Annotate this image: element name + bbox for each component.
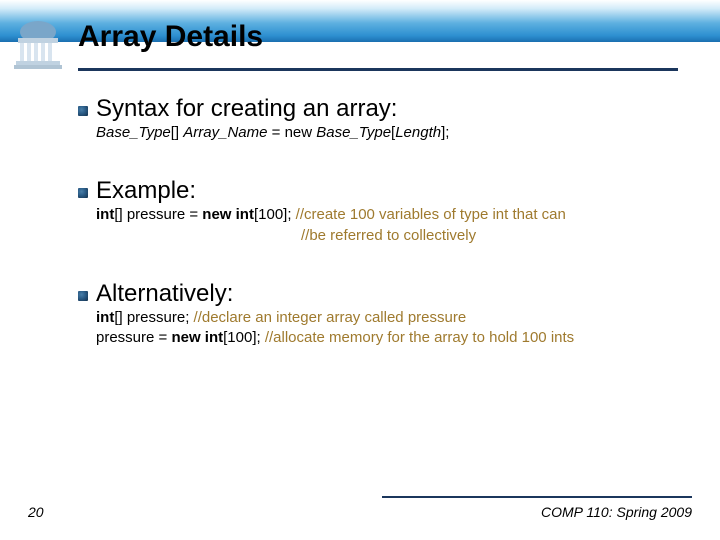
code-token: [] <box>171 124 184 141</box>
code-token: [] pressure = <box>114 206 202 223</box>
footer-divider <box>382 496 692 498</box>
code-token: int <box>96 206 114 223</box>
code-comment: //be referred to collectively <box>301 227 476 244</box>
title-underline <box>78 68 678 71</box>
slide-footer: 20 COMP 110: Spring 2009 <box>28 496 692 520</box>
section-heading: Syntax for creating an array: <box>96 95 397 123</box>
code-token: Base_Type <box>316 124 391 141</box>
section-heading: Example: <box>96 177 196 205</box>
code-token: pressure = <box>96 329 171 346</box>
bullet-icon <box>78 291 88 301</box>
footer-right: COMP 110: Spring 2009 <box>382 496 692 520</box>
code-comment: //allocate memory for the array to hold … <box>265 329 574 346</box>
code-token: Length <box>395 124 441 141</box>
section-syntax: Syntax for creating an array: <box>78 95 690 123</box>
page-number: 20 <box>28 504 44 520</box>
code-comment: //declare an integer array called pressu… <box>194 309 467 326</box>
rotunda-logo <box>10 18 66 74</box>
course-label: COMP 110: Spring 2009 <box>382 504 692 520</box>
bullet-icon <box>78 188 88 198</box>
section-alternatively: Alternatively: <box>78 280 690 308</box>
code-token: Array_Name <box>183 124 267 141</box>
code-token: new int <box>202 206 254 223</box>
code-token: Base_Type <box>96 124 171 141</box>
code-token: [100]; <box>254 206 296 223</box>
section-heading: Alternatively: <box>96 280 233 308</box>
code-line: int[] pressure; //declare an integer arr… <box>96 308 690 328</box>
bullet-icon <box>78 106 88 116</box>
content-area: Syntax for creating an array: Base_Type[… <box>78 95 690 348</box>
code-line: int[] pressure = new int[100]; //create … <box>96 205 690 225</box>
code-line: Base_Type[] Array_Name = new Base_Type[L… <box>96 123 690 143</box>
code-token: [] pressure; <box>114 309 193 326</box>
section-example: Example: <box>78 177 690 205</box>
code-token: int <box>96 309 114 326</box>
rotunda-icon <box>10 18 66 74</box>
code-token: = new <box>267 124 316 141</box>
code-line: pressure = new int[100]; //allocate memo… <box>96 328 690 348</box>
code-token: new int <box>171 329 223 346</box>
code-token: [100]; <box>223 329 265 346</box>
code-line: //be referred to collectively <box>301 226 690 246</box>
slide-title: Array Details <box>78 20 263 54</box>
code-token: ]; <box>441 124 449 141</box>
code-comment: //create 100 variables of type int that … <box>296 206 566 223</box>
